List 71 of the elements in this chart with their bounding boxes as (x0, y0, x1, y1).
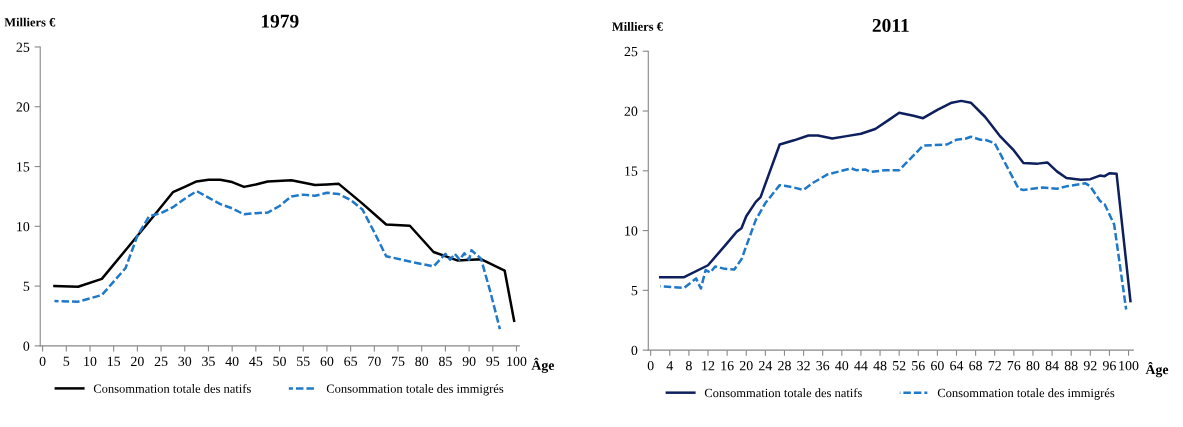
x-tick-label: 8 (685, 360, 692, 371)
y-tick-label: 25 (624, 46, 638, 57)
x-tick-label: 16 (721, 361, 734, 371)
x-tick-label: 75 (391, 356, 405, 367)
x-tick-label: 64 (950, 361, 964, 371)
x-tick-label: 60 (320, 356, 334, 367)
x-tick-label: 65 (344, 356, 358, 367)
x-tick-label: 12 (702, 361, 715, 371)
legend-label: Consommation totale des natifs (93, 383, 251, 393)
x-tick-label: 52 (893, 361, 906, 371)
x-tick-label: 100 (1119, 360, 1139, 371)
x-tick-label: 80 (415, 356, 429, 367)
x-tick-label: 92 (1083, 361, 1097, 371)
chart-title: 2011 (872, 18, 909, 32)
x-tick-label: 0 (647, 360, 654, 371)
line-series (658, 135, 1128, 311)
x-tick-label: 100 (507, 356, 527, 367)
y-tick-label: 5 (23, 281, 30, 292)
x-tick-label: 36 (816, 361, 830, 371)
x-tick-label: 20 (739, 360, 753, 371)
y-tick-label: 20 (16, 102, 30, 112)
x-tick-label: 72 (988, 361, 1001, 371)
y-axis-title: Milliers € (4, 17, 56, 27)
y-tick-label: 10 (17, 221, 30, 232)
y-tick-label: 5 (631, 286, 638, 296)
x-tick-label: 40 (225, 356, 239, 367)
y-tick-label: 0 (23, 341, 30, 351)
y-tick-label: 20 (624, 106, 638, 116)
x-tick-label: 35 (202, 356, 215, 367)
x-tick-label: 76 (1007, 361, 1021, 371)
x-tick-label: 50 (273, 356, 286, 367)
chart-title: 1979 (261, 14, 299, 28)
x-tick-label: 24 (759, 361, 773, 371)
x-tick-label: 68 (969, 360, 983, 371)
legend-label: Consommation totale des natifs (704, 388, 862, 398)
x-tick-label: 32 (797, 361, 810, 371)
x-tick-label: 30 (178, 356, 192, 367)
y-tick-label: 0 (631, 345, 638, 356)
x-tick-label: 28 (778, 360, 791, 371)
y-axis-title: Milliers € (612, 21, 663, 31)
x-tick-label: 4 (666, 361, 674, 371)
line-series (658, 99, 1132, 303)
x-tick-label: 95 (486, 356, 500, 367)
x-axis-title: Âge (531, 357, 555, 373)
x-tick-label: 96 (1102, 361, 1116, 371)
x-tick-label: 0 (39, 356, 46, 367)
x-tick-label: 80 (1026, 360, 1040, 371)
x-tick-label: 90 (462, 356, 476, 367)
x-tick-label: 60 (931, 360, 944, 371)
x-tick-label: 84 (1045, 360, 1059, 371)
x-axis-title: Âge (1145, 362, 1169, 378)
legend-label: Consommation totale des immigrés (937, 388, 1115, 400)
y-tick-label: 15 (17, 162, 30, 172)
x-tick-label: 45 (249, 356, 263, 367)
x-tick-label: 48 (873, 360, 887, 371)
x-tick-label: 70 (368, 356, 381, 367)
x-tick-label: 20 (131, 356, 144, 367)
y-tick-label: 15 (625, 166, 638, 176)
legend-label: Consommation totale des immigrés (326, 384, 504, 396)
x-tick-label: 85 (438, 356, 452, 367)
x-tick-label: 10 (84, 356, 97, 367)
y-tick-label: 25 (16, 42, 30, 52)
x-tick-label: 15 (107, 356, 121, 367)
x-tick-label: 5 (63, 356, 70, 367)
x-tick-label: 56 (912, 361, 925, 371)
x-tick-label: 55 (297, 356, 310, 367)
x-tick-label: 40 (835, 360, 849, 371)
x-tick-label: 25 (154, 356, 168, 367)
x-tick-label: 88 (1064, 360, 1078, 371)
y-tick-label: 10 (625, 226, 638, 236)
x-tick-label: 44 (854, 361, 868, 371)
